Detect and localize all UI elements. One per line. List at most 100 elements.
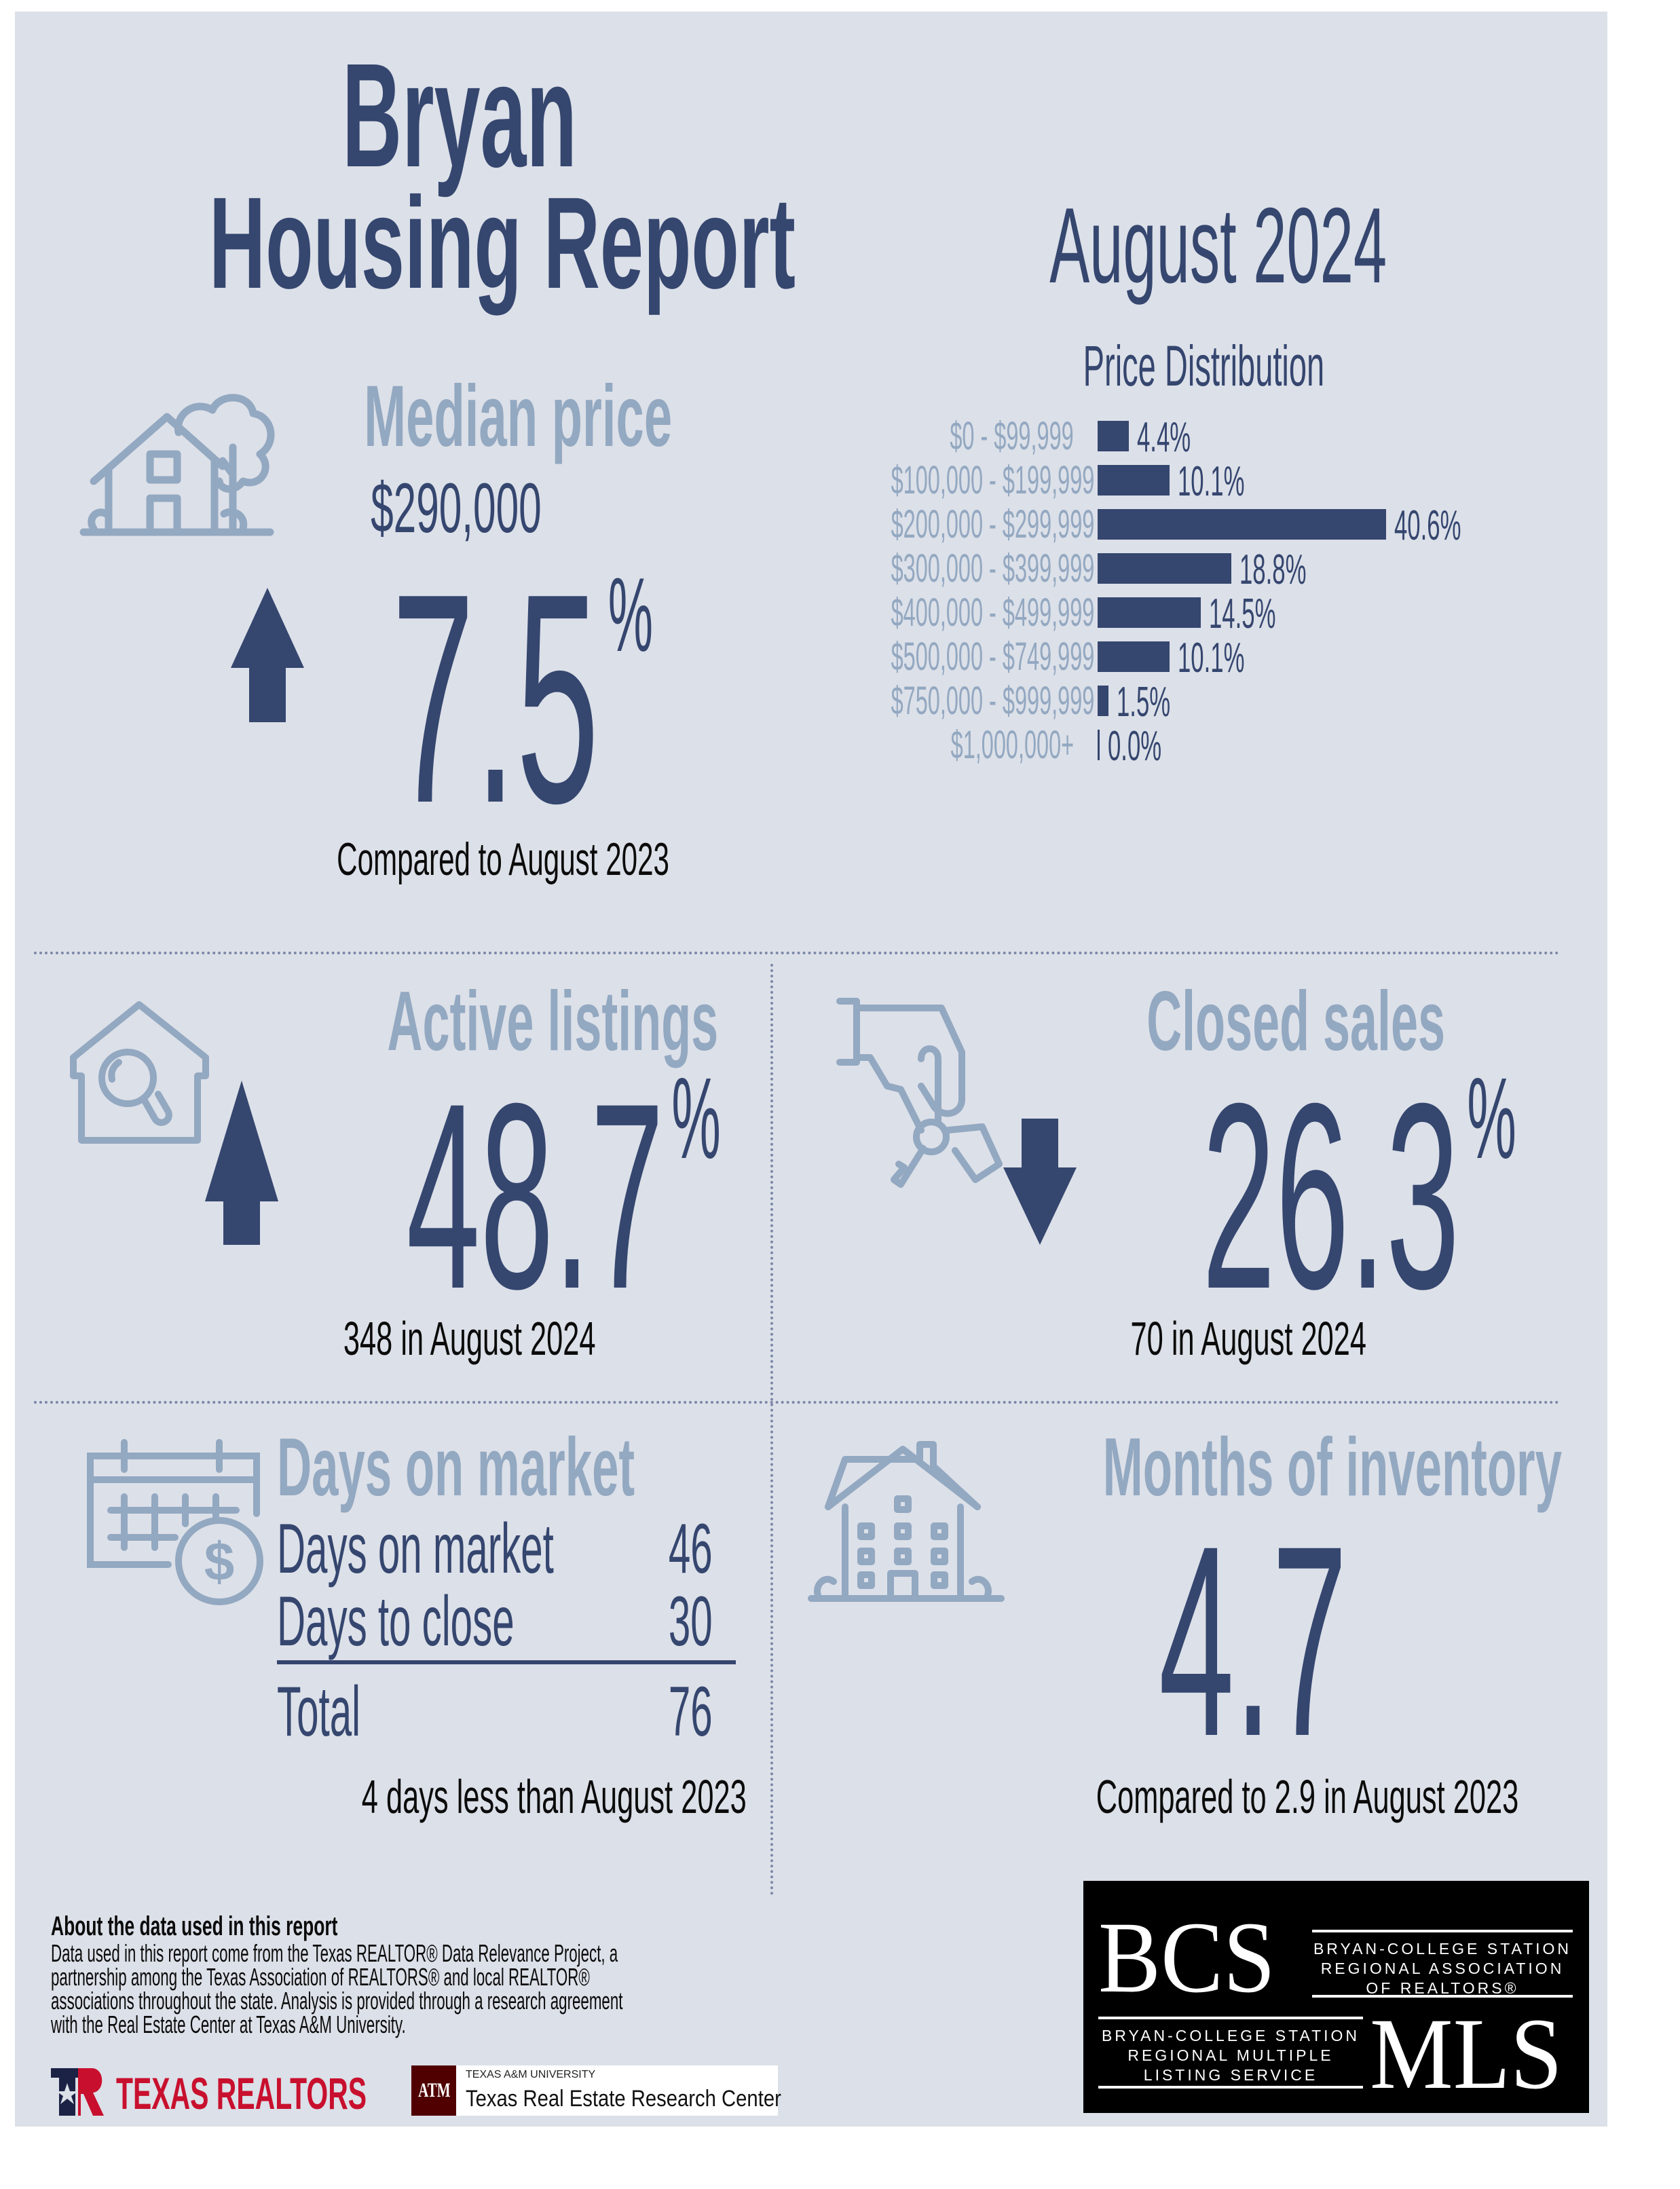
report-title: Housing Report (14, 178, 896, 308)
report-period-text: August 2024 (1049, 186, 1387, 305)
arrow-down-icon (1003, 1119, 1077, 1245)
chart-category-label: $200,000 - $299,999 (731, 505, 1095, 544)
dtc-row-value-text: 30 (669, 1582, 713, 1661)
dtc-row-value: 30 (611, 1586, 713, 1657)
median-price-value-text: $290,000 (371, 469, 542, 548)
dtc-row-label: Days to close (277, 1586, 616, 1657)
chart-value-label: 40.6% (1394, 505, 1514, 547)
closed-sales-heading: Closed sales (1039, 979, 1446, 1064)
divider-horizontal-top (34, 952, 1560, 954)
chart-bar (1098, 509, 1386, 540)
calendar-dollar-icon: $ (87, 1439, 263, 1605)
about-line: partnership among the Texas Association … (51, 1965, 865, 1989)
median-price-heading: Median price (253, 373, 672, 460)
chart-category-label-text: $400,000 - $499,999 (891, 591, 1095, 635)
dollar-sign: $ (204, 1531, 235, 1592)
active-listings-heading: Active listings (267, 979, 719, 1064)
about-line-text: Data used in this report come from the T… (51, 1939, 618, 1967)
bcs-association-line: OF REALTORS® (1366, 1979, 1519, 1997)
chart-bar (1098, 641, 1170, 672)
bcs-mls-logo: BCS BRYAN-COLLEGE STATION REGIONAL ASSOC… (1083, 1881, 1589, 2113)
chart-category-label-text: $750,000 - $999,999 (891, 679, 1095, 723)
active-listings-change-value: 48.7 (406, 1048, 665, 1344)
dtc-row-label-text: Days to close (277, 1582, 515, 1661)
about-heading-text: About the data used in this report (51, 1911, 338, 1941)
texas-realtors-mark-icon (51, 2068, 104, 2116)
bcs-mark: BCS (1098, 1907, 1291, 2008)
median-price-heading-text: Median price (364, 368, 673, 465)
chart-bar (1098, 553, 1231, 584)
aggie-mark-icon: ATM (411, 2065, 456, 2116)
chart-bar (1098, 730, 1100, 760)
report-panel (15, 12, 1607, 2127)
total-row-value-text: 76 (669, 1672, 713, 1751)
total-row-label-text: Total (277, 1672, 361, 1751)
mls-mark: MLS (1370, 2003, 1579, 2105)
active-listings-caption: 348 in August 2024 (266, 1315, 673, 1362)
divider-horizontal-middle (34, 1401, 1560, 1404)
chart-value-label-text: 14.5% (1208, 591, 1276, 637)
arrow-up-icon (231, 588, 304, 722)
mls-service-line: BRYAN-COLLEGE STATION (1101, 2027, 1360, 2044)
percent-sign: % (671, 1054, 721, 1183)
chart-category-label-text: $300,000 - $399,999 (891, 546, 1095, 591)
chart-category-label: $750,000 - $999,999 (731, 681, 1095, 721)
active-listings-change-unit: % (645, 1054, 721, 1183)
chart-value-label: 10.1% (1178, 637, 1297, 679)
days-on-market-caption: 4 days less than August 2023 (244, 1773, 747, 1820)
city-title: Bryan (250, 42, 657, 190)
closed-sales-change: 26.3 (1073, 1064, 1480, 1328)
months-inventory-value: 4.7 (1064, 1505, 1404, 1777)
divider-vertical (770, 964, 773, 1896)
house-search-icon (70, 1001, 209, 1144)
arrow-up-icon (205, 1081, 278, 1245)
chart-value-label: 10.1% (1178, 461, 1297, 503)
months-inventory-heading: Months of inventory (937, 1425, 1562, 1508)
chart-value-label-text: 1.5% (1116, 679, 1170, 726)
chart-category-label: $400,000 - $499,999 (731, 593, 1095, 633)
mls-service-text: BRYAN-COLLEGE STATION REGIONAL MULTIPLE … (1098, 2026, 1363, 2085)
days-on-market-heading-text: Days on market (277, 1421, 635, 1513)
about-line: Data used in this report come from the T… (51, 1941, 865, 1966)
days-on-market-caption-text: 4 days less than August 2023 (361, 1770, 747, 1823)
chart-category-label: $300,000 - $399,999 (731, 549, 1095, 588)
bcs-rule-top (1312, 1930, 1573, 1932)
chart-value-label-text: 0.0% (1108, 723, 1162, 770)
city-title-text: Bryan (341, 33, 577, 198)
chart-value-label-text: 4.4% (1137, 414, 1191, 461)
months-inventory-caption-text: Compared to 2.9 in August 2023 (1096, 1770, 1519, 1823)
bcs-mark-text: BCS (1098, 1901, 1275, 2014)
bcs-association-text: BRYAN-COLLEGE STATION REGIONAL ASSOCIATI… (1312, 1939, 1573, 1998)
chart-category-label: $1,000,000+ (731, 726, 1074, 765)
chart-value-label-text: 10.1% (1177, 635, 1245, 681)
closed-sales-heading-text: Closed sales (1146, 975, 1445, 1068)
chart-category-label: $100,000 - $199,999 (731, 461, 1095, 500)
chart-value-label: 18.8% (1239, 549, 1359, 591)
about-heading: About the data used in this report (51, 1913, 594, 1940)
chart-value-label: 4.4% (1137, 417, 1233, 459)
percent-sign: % (1467, 1054, 1516, 1183)
texas-realtors-wordmark-text: TEXAS REALTORS (116, 2068, 367, 2118)
chart-bar (1098, 597, 1201, 628)
bcs-rule-bottom (1312, 1995, 1573, 1998)
chart-bar (1098, 421, 1130, 451)
dom-row-value: 46 (611, 1514, 713, 1584)
median-price-caption: Compared to August 2023 (235, 836, 669, 882)
texas-realtors-logo: TEXAS REALTORS (51, 2068, 384, 2116)
mls-service-line: REGIONAL MULTIPLE (1127, 2046, 1334, 2064)
about-line-text: associations throughout the state. Analy… (51, 1987, 623, 2015)
texas-realtors-wordmark: TEXAS REALTORS (116, 2071, 520, 2116)
mls-mark-text: MLS (1370, 1998, 1563, 2110)
about-line: associations throughout the state. Analy… (51, 1989, 865, 2013)
active-listings-change: 48.7 (278, 1064, 685, 1328)
chart-value-label: 1.5% (1117, 681, 1212, 724)
days-on-market-heading: Days on market (277, 1425, 752, 1508)
active-listings-heading-text: Active listings (387, 975, 719, 1068)
house-with-tree-icon (79, 394, 275, 536)
closed-sales-caption: 70 in August 2024 (1045, 1315, 1452, 1362)
tamu-center-label: Texas Real Estate Research Center (466, 2087, 832, 2110)
median-price-change-unit: % (584, 562, 658, 667)
chart-category-label-text: $100,000 - $199,999 (891, 458, 1095, 502)
total-row-label: Total (277, 1677, 616, 1747)
about-line: with the Real Estate Center at Texas A&M… (51, 2013, 865, 2037)
